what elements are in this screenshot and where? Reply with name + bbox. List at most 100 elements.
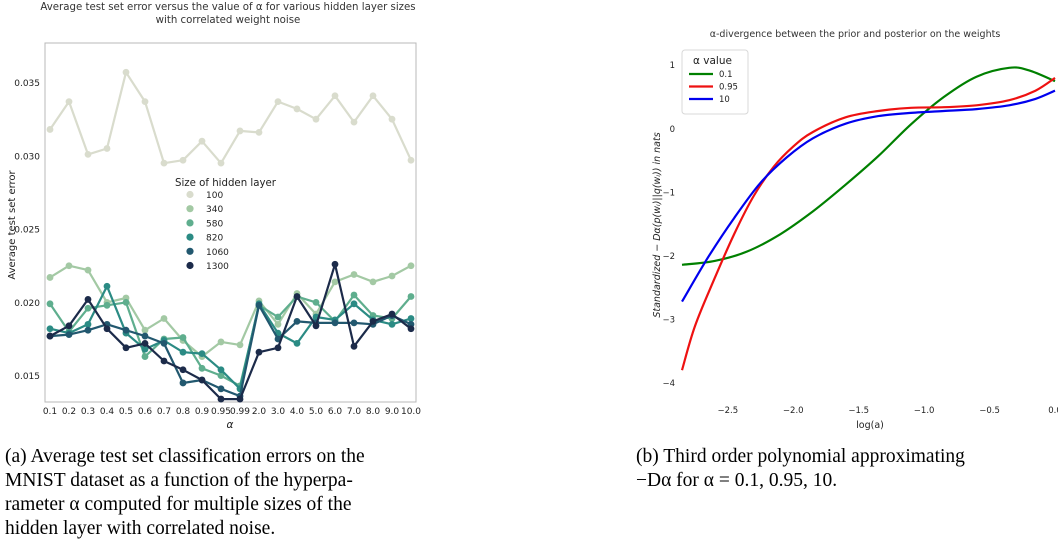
chart-a-data-point [160,159,168,167]
chart-a-data-point [312,298,320,306]
chart-b-legend-label: 10 [719,95,730,105]
chart-a-data-point [46,300,54,308]
chart-a-data-point [407,293,415,300]
chart-a-data-point [84,266,92,274]
chart-a-ytick-label: 0.035 [14,79,40,89]
chart-a-data-point [407,156,415,164]
chart-a-data-point [84,296,92,303]
chart-a-data-point [255,128,263,136]
chart-b-xtick-label: 0.0 [1048,406,1058,416]
chart-a-data-point [331,278,339,286]
chart-a-xtick-label: 10.0 [401,407,421,417]
chart-a-series-1060 [46,301,415,400]
chart-a-data-point [46,325,54,333]
chart-a-data-point [141,339,149,347]
chart-a-data-point [407,315,415,322]
caption-a-line-1: (a) Average test set classification erro… [5,446,365,467]
chart-a-xtick-label: 0.5 [119,407,133,417]
chart-a-series-1300 [46,260,415,403]
chart-a-xtick-label: 2.0 [252,407,267,417]
chart-a-data-point [179,348,187,356]
chart-a-xtick-label: 3.0 [271,407,286,417]
chart-a-ytick-label: 0.025 [14,226,40,236]
caption-b: (b) Third order polynomial approximating… [636,445,1056,493]
chart-a-data-point [388,115,396,123]
chart-a-ytick-label: 0.015 [14,372,40,382]
chart-a-data-point [198,364,206,372]
chart-a-legend-label: 100 [206,191,223,201]
chart-b-series-0.95 [680,76,1056,371]
chart-a-series-line [49,263,412,401]
chart-a-data-point [255,348,263,356]
chart-b-xtick-label: −1.0 [914,406,935,416]
chart-a-data-point [274,98,282,106]
chart-a-data-point [46,274,54,281]
chart-a-xtick-label: 6.0 [328,407,343,417]
chart-a-data-point [350,342,358,350]
chart-a-data-point [331,260,339,268]
chart-a-data-point [293,339,301,347]
chart-a-series-340 [46,262,415,360]
chart-a-legend-label: 820 [206,234,223,244]
chart-a-data-point [198,137,206,145]
chart-a-data-point [122,68,130,76]
chart-a-legend-marker [186,205,194,213]
chart-a-data-point [217,338,225,346]
chart-a-data-point [84,150,92,158]
chart-a-data-point [255,301,263,309]
chart-a-xtick-label: 9.0 [385,407,400,417]
chart-a-xtick-label: 0.99 [230,407,250,417]
chart-b-title: α-divergence between the prior and poste… [710,29,1001,40]
chart-a-data-point [141,98,149,106]
chart-a-data-point [274,313,282,321]
chart-a-series-line [49,293,412,387]
chart-a-xtick-label: 5.0 [309,407,324,417]
chart-a-data-point [179,379,187,387]
chart-a-data-point [388,320,396,328]
chart-a-title-line-2: with correlated weight noise [156,15,301,26]
chart-b-series-10 [681,89,1056,303]
chart-a-data-point [103,145,111,152]
chart-b-ytick-label: −4 [662,379,675,389]
chart-b-legend-label: 0.1 [719,70,733,80]
chart-b-ytick-label: −2 [662,252,675,262]
chart-a-data-point [141,326,149,334]
chart-a-data-point [217,385,225,393]
chart-a-data-point [312,115,320,123]
chart-a-data-point [369,318,377,325]
chart-a-title-line-1: Average test set error versus the value … [40,2,415,13]
chart-a-legend-marker [186,261,194,270]
chart-a-data-point [388,272,396,280]
chart-a-ytick-label: 0.020 [14,299,40,309]
chart-a-data-point [160,339,168,347]
chart-a-data-point [141,353,149,360]
chart-b-ytick-label: 1 [670,61,675,71]
chart-b-ylabel: Standardized − Dα(p(wᵢ)||q(wᵢ)) in nats [652,132,663,317]
chart-a-data-point [179,156,187,164]
chart-a-data-point [65,98,73,106]
chart-a-data-point [388,310,396,318]
caption-a-line-3: rameter α computed for multiple sizes of… [5,494,352,515]
chart-a-data-point [65,331,73,338]
chart-a-data-point [46,332,54,340]
chart-b-xtick-label: −1.5 [848,406,869,416]
chart-a-series-100 [46,68,415,167]
chart-a-data-point [84,326,92,334]
chart-a-data-point [236,341,244,349]
chart-a-data-point [46,126,54,133]
chart-a-xtick-label: 0.1 [43,407,57,417]
chart-b-legend-label: 0.95 [719,83,738,93]
chart-a-xtick-label: 0.2 [62,407,76,417]
chart-b: α-divergence between the prior and poste… [652,29,1058,431]
caption-a-line-4: hidden layer with correlated noise. [5,518,276,539]
chart-a-data-point [407,262,415,270]
chart-b-xtick-label: −2.5 [717,406,738,416]
chart-a-data-point [141,332,149,340]
chart-a-data-point [198,350,206,358]
chart-b-legend: α value 0.1 0.95 10 [681,49,749,115]
chart-a-data-point [293,293,301,300]
chart-a-data-point [331,319,339,327]
chart-a-data-point [217,366,225,374]
chart-a-data-point [65,262,73,270]
chart-a-legend-marker [186,219,194,227]
